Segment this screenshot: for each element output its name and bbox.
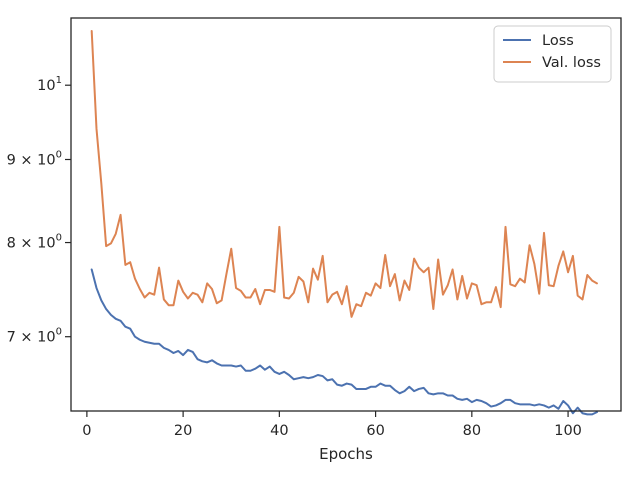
x-tick-label: 60 bbox=[366, 423, 384, 439]
y-tick-label: 8 × 100 bbox=[7, 233, 62, 252]
plot-lines bbox=[90, 29, 598, 416]
x-axis: 0 20 40 60 80 100 bbox=[82, 411, 582, 439]
x-tick-label: 100 bbox=[554, 423, 582, 439]
legend: Loss Val. loss bbox=[493, 25, 612, 83]
plot-frame bbox=[70, 17, 622, 412]
legend-label-loss: Loss bbox=[542, 33, 574, 49]
y-tick-label: 7 × 100 bbox=[7, 327, 62, 346]
x-tick-label: 40 bbox=[270, 423, 288, 439]
x-tick-label: 80 bbox=[463, 423, 481, 439]
x-tick-label: 20 bbox=[174, 423, 192, 439]
legend-label-val-loss: Val. loss bbox=[542, 55, 601, 71]
x-tick-label: 0 bbox=[82, 423, 91, 439]
y-tick-label: 101 bbox=[37, 75, 62, 94]
y-axis: 7 × 100 8 × 100 9 × 100 101 bbox=[7, 75, 71, 346]
series-line-loss bbox=[90, 268, 598, 416]
y-tick-label: 9 × 100 bbox=[7, 149, 62, 168]
x-axis-label: Epochs bbox=[319, 445, 373, 463]
series-line-val-loss bbox=[90, 29, 598, 318]
